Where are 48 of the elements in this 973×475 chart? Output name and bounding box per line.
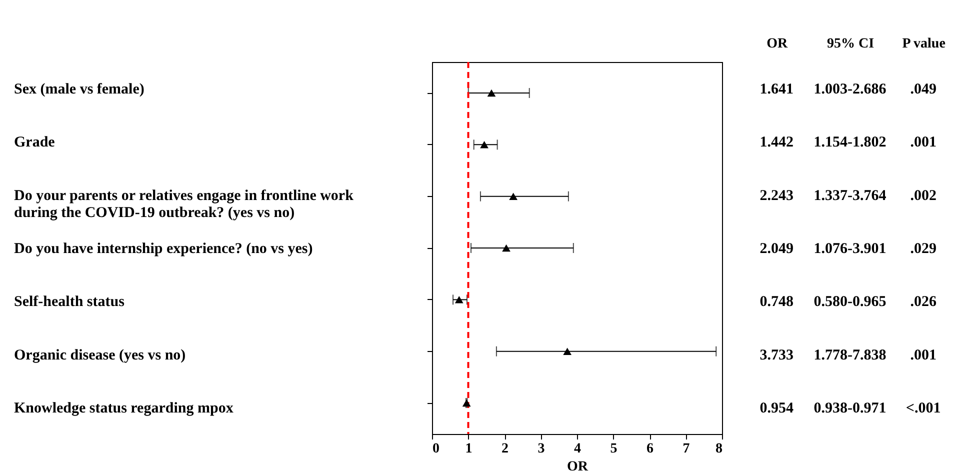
text: .001 xyxy=(910,347,936,364)
x-tick-label: 7 xyxy=(682,442,690,456)
x-axis-title: OR xyxy=(567,460,589,474)
x-tick-label: 8 xyxy=(716,442,722,456)
data-label: 0.954 xyxy=(760,400,794,416)
point xyxy=(487,89,496,97)
y-tick-label: Organic disease (yes vs no) xyxy=(14,347,186,364)
text: 1.154-1.802 xyxy=(814,134,886,151)
point xyxy=(502,244,510,252)
x-tick-label: 3 xyxy=(538,442,545,456)
x-tick-label: 1 xyxy=(465,442,472,456)
y-tick-label: Sex (male vs female) xyxy=(14,82,144,98)
x-tick-label: 0 xyxy=(432,442,440,456)
data-label: 0.748 xyxy=(760,294,794,310)
x-tick-label: 5 xyxy=(610,442,618,456)
y-tick-label: Knowledge status regarding mpox xyxy=(14,400,234,416)
text: .029 xyxy=(910,241,936,257)
y-tick-label: Do your parents or relatives engage in frontline work during the COVID-19 outbreak? (yes vs no) xyxy=(14,188,354,221)
text: 1.076-3.901 xyxy=(814,241,886,257)
point xyxy=(509,192,518,200)
y-tick-label: Grade xyxy=(14,134,56,151)
text: 1.337-3.764 xyxy=(814,188,887,204)
y-tick-label: Do you have internship experience? (no vs yes) xyxy=(14,241,313,257)
x-tick-label: 6 xyxy=(646,442,654,456)
y-tick-label: Self-health status xyxy=(14,294,125,310)
x-tick-label: 4 xyxy=(574,442,581,456)
data-label: 3.733 xyxy=(760,347,794,364)
point xyxy=(563,348,572,355)
x-tick-label: 2 xyxy=(502,442,508,456)
data-label: 2.243 xyxy=(760,188,794,204)
text: .049 xyxy=(910,82,936,98)
data-label: 1.442 xyxy=(760,134,794,151)
text: .002 xyxy=(910,188,936,204)
text: OR xyxy=(766,36,789,52)
text: 95% CI xyxy=(826,36,874,52)
data-label: 2.049 xyxy=(760,241,794,257)
text: 0.938-0.971 xyxy=(814,400,886,416)
point xyxy=(480,141,488,148)
text: .026 xyxy=(910,294,937,310)
data-label: 1.641 xyxy=(760,82,794,98)
text: 1.003-2.686 xyxy=(814,82,887,98)
text: .001 xyxy=(910,134,936,151)
text: <.001 xyxy=(906,400,941,416)
point xyxy=(454,296,464,304)
text: 0.580-0.965 xyxy=(814,294,886,310)
text: 1.778-7.838 xyxy=(814,347,886,364)
point xyxy=(462,399,471,407)
text: P value xyxy=(902,36,946,52)
